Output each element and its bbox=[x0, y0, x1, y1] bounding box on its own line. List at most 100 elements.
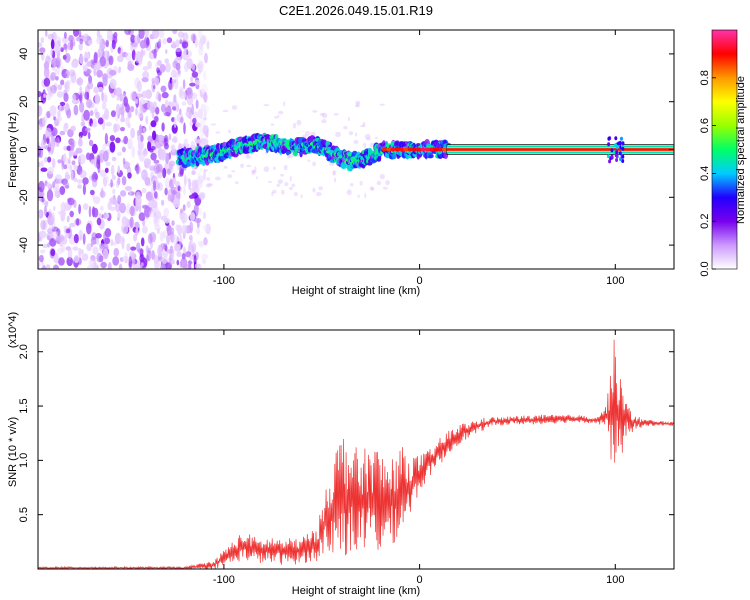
noise-blob bbox=[78, 30, 82, 38]
noise-blob bbox=[157, 59, 162, 66]
noise-blob bbox=[53, 137, 59, 143]
noise-blob bbox=[195, 227, 201, 235]
noise-blob bbox=[138, 124, 143, 136]
noise-blob bbox=[104, 228, 112, 238]
noise-blob bbox=[87, 39, 93, 45]
noise-blob bbox=[164, 137, 168, 143]
noise-blob bbox=[181, 253, 186, 260]
noise-fleck bbox=[362, 122, 366, 127]
noise-blob bbox=[48, 209, 52, 216]
noise-blob bbox=[201, 258, 207, 264]
noise-blob bbox=[115, 87, 122, 97]
noise-blob bbox=[44, 205, 47, 217]
noise-blob bbox=[97, 48, 103, 59]
noise-fleck bbox=[235, 181, 239, 185]
noise-blob bbox=[198, 30, 203, 40]
noise-fleck bbox=[203, 117, 207, 121]
noise-blob bbox=[171, 106, 177, 111]
noise-blob bbox=[147, 140, 152, 152]
noise-blob bbox=[93, 86, 99, 94]
noise-fleck bbox=[255, 176, 258, 180]
noise-blob bbox=[54, 36, 62, 45]
burst-blob bbox=[614, 136, 618, 141]
noise-blob bbox=[49, 144, 55, 155]
noise-blob bbox=[42, 264, 46, 269]
noise-blob bbox=[94, 93, 101, 105]
noise-blob bbox=[125, 116, 130, 127]
noise-blob bbox=[45, 30, 48, 37]
ridge-peak bbox=[433, 147, 439, 152]
noise-blob bbox=[179, 208, 184, 214]
noise-fleck bbox=[379, 103, 385, 106]
noise-fleck bbox=[296, 119, 302, 126]
noise-blob bbox=[142, 225, 148, 234]
burst-blob bbox=[621, 159, 625, 163]
noise-blob bbox=[175, 243, 182, 252]
noise-blob bbox=[93, 196, 101, 205]
noise-blob bbox=[130, 44, 134, 52]
noise-blob bbox=[203, 105, 209, 113]
spectrogram-x-ticks: -100 0 100 bbox=[213, 30, 624, 287]
noise-blob bbox=[129, 189, 132, 197]
noise-blob bbox=[108, 55, 114, 66]
noise-blob bbox=[54, 252, 59, 264]
noise-blob bbox=[62, 73, 68, 78]
noise-blob bbox=[88, 205, 92, 218]
noise-fleck bbox=[363, 142, 367, 149]
burst-blob bbox=[610, 148, 614, 153]
noise-blob bbox=[51, 212, 56, 223]
noise-fleck bbox=[251, 169, 256, 176]
noise-fleck bbox=[366, 137, 371, 141]
noise-blob bbox=[180, 257, 188, 269]
noise-blob bbox=[116, 103, 120, 115]
noise-blob bbox=[183, 122, 186, 135]
noise-fleck bbox=[349, 183, 354, 187]
snr-x-ticks: -100 0 100 bbox=[213, 330, 624, 586]
noise-blob bbox=[66, 145, 72, 151]
ridge-peak bbox=[403, 147, 409, 152]
noise-blob bbox=[141, 188, 147, 194]
noise-blob bbox=[172, 234, 179, 245]
noise-blob bbox=[204, 129, 209, 138]
noise-blob bbox=[122, 226, 129, 234]
snr-y-axis-title: SNR (10 * v/v) bbox=[7, 417, 19, 487]
noise-blob bbox=[61, 244, 66, 253]
noise-blob bbox=[78, 43, 83, 51]
noise-blob bbox=[151, 81, 156, 93]
noise-blob bbox=[193, 254, 197, 267]
noise-blob bbox=[50, 48, 53, 57]
noise-blob bbox=[109, 135, 116, 142]
noise-blob bbox=[69, 210, 74, 218]
noise-blob bbox=[88, 139, 94, 147]
noise-blob bbox=[128, 256, 132, 268]
noise-blob bbox=[194, 218, 202, 223]
noise-blob bbox=[190, 76, 194, 83]
noise-blob bbox=[161, 256, 168, 264]
noise-blob bbox=[171, 123, 178, 134]
noise-blob bbox=[198, 48, 204, 56]
snr-y-tick-label: 1.5 bbox=[18, 398, 30, 413]
noise-blob bbox=[63, 92, 69, 103]
noise-blob bbox=[195, 99, 199, 109]
noise-blob bbox=[87, 81, 94, 90]
noise-blob bbox=[73, 104, 79, 116]
noise-blob bbox=[86, 223, 92, 235]
snr-x-tick-label: 100 bbox=[606, 574, 624, 586]
noise-blob bbox=[96, 69, 103, 78]
noise-blob bbox=[164, 187, 168, 196]
noise-blob bbox=[144, 205, 151, 218]
noise-blob bbox=[162, 167, 167, 179]
noise-fleck bbox=[215, 176, 221, 181]
noise-blob bbox=[137, 248, 144, 254]
noise-blob bbox=[110, 178, 113, 188]
ridge-peak bbox=[437, 147, 443, 152]
noise-blob bbox=[84, 57, 88, 63]
noise-blob bbox=[122, 255, 129, 263]
noise-blob bbox=[206, 40, 210, 50]
noise-blob bbox=[53, 82, 58, 91]
noise-blob bbox=[202, 224, 208, 231]
noise-blob bbox=[171, 258, 175, 265]
noise-blob bbox=[51, 158, 56, 169]
noise-blob bbox=[191, 92, 198, 100]
ridge-peak bbox=[407, 147, 413, 152]
